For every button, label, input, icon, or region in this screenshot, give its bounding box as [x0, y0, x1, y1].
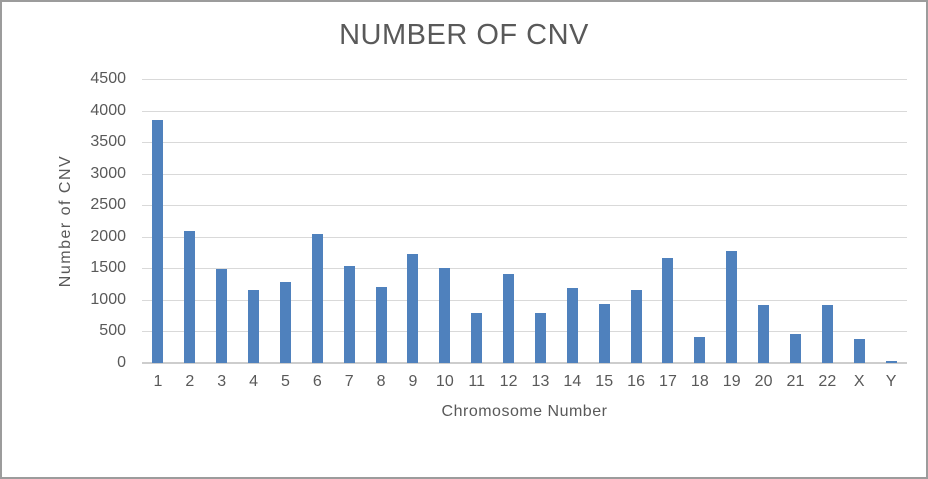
gridline	[142, 331, 907, 332]
bar-chr-19	[726, 251, 738, 363]
bar-chr-1	[152, 120, 164, 363]
x-tick-label: 13	[531, 373, 550, 390]
gridline	[142, 79, 907, 80]
y-tick-label: 1000	[90, 291, 126, 308]
x-tick-label: X	[853, 373, 865, 390]
x-tick-label: 21	[786, 373, 805, 390]
bar-chr-22	[821, 304, 833, 363]
bar-chr-15	[598, 303, 610, 363]
bar-chr-17	[662, 258, 674, 363]
bar-chr-5	[279, 282, 291, 363]
bar-chr-6	[311, 234, 323, 363]
y-tick-label: 4000	[90, 102, 126, 119]
x-tick-label: 17	[659, 373, 677, 390]
bar-chr-2	[184, 231, 196, 363]
bar-chr-Y	[885, 361, 897, 363]
bar-chr-12	[503, 274, 515, 363]
bar-chr-9	[407, 253, 419, 363]
y-tick-label: 500	[99, 322, 126, 339]
gridline	[142, 300, 907, 301]
x-tick-label: 22	[818, 373, 837, 390]
x-tick-label: 18	[690, 373, 709, 390]
bar-chr-3	[216, 268, 228, 363]
x-tick-label: 1	[153, 373, 163, 390]
x-tick-label: 16	[627, 373, 645, 390]
gridline	[142, 174, 907, 175]
y-tick-label: 4500	[90, 70, 126, 87]
y-tick-label: 2000	[90, 228, 126, 245]
bar-chr-21	[789, 333, 801, 363]
x-axis-title: Chromosome Number	[441, 403, 608, 420]
x-tick-label: 4	[249, 373, 259, 390]
gridline	[142, 205, 907, 206]
chart-title: NUMBER OF CNV	[339, 19, 589, 51]
y-tick-label: 1500	[90, 259, 126, 276]
x-tick-label: 20	[754, 373, 773, 390]
x-tick-label: 19	[722, 373, 741, 390]
y-tick-label: 3000	[90, 165, 126, 182]
y-tick-label: 3500	[90, 133, 126, 150]
bar-chr-8	[375, 287, 387, 363]
bar-chr-14	[566, 287, 578, 363]
x-tick-label: 3	[217, 373, 227, 390]
gridline	[142, 237, 907, 238]
plot-area	[142, 79, 907, 364]
x-tick-label: 9	[408, 373, 418, 390]
x-tick-label: 8	[376, 373, 386, 390]
x-tick-label: 6	[312, 373, 322, 390]
bar-chr-X	[853, 339, 865, 363]
x-tick-label: 14	[563, 373, 582, 390]
bar-chr-4	[248, 290, 260, 363]
x-tick-label: 5	[280, 373, 290, 390]
y-tick-label: 0	[117, 354, 126, 371]
y-axis-title: Number of CNV	[57, 154, 74, 288]
bar-chr-13	[534, 312, 546, 363]
x-tick-label: 7	[344, 373, 354, 390]
x-tick-label: 10	[435, 373, 454, 390]
x-tick-label: Y	[885, 373, 897, 390]
x-tick-label: 11	[468, 373, 485, 390]
x-axis-line	[142, 362, 907, 364]
x-tick-label: 15	[595, 373, 614, 390]
bar-chr-20	[758, 304, 770, 363]
bar-chr-11	[471, 313, 483, 363]
bar-chr-16	[630, 290, 642, 363]
x-tick-label: 12	[499, 373, 518, 390]
bar-chr-10	[439, 267, 451, 363]
y-tick-label: 2500	[90, 196, 126, 213]
x-tick-label: 2	[185, 373, 195, 390]
gridline	[142, 268, 907, 269]
bar-chr-18	[694, 336, 706, 363]
bar-chr-7	[343, 266, 355, 363]
gridline	[142, 111, 907, 112]
gridline	[142, 142, 907, 143]
